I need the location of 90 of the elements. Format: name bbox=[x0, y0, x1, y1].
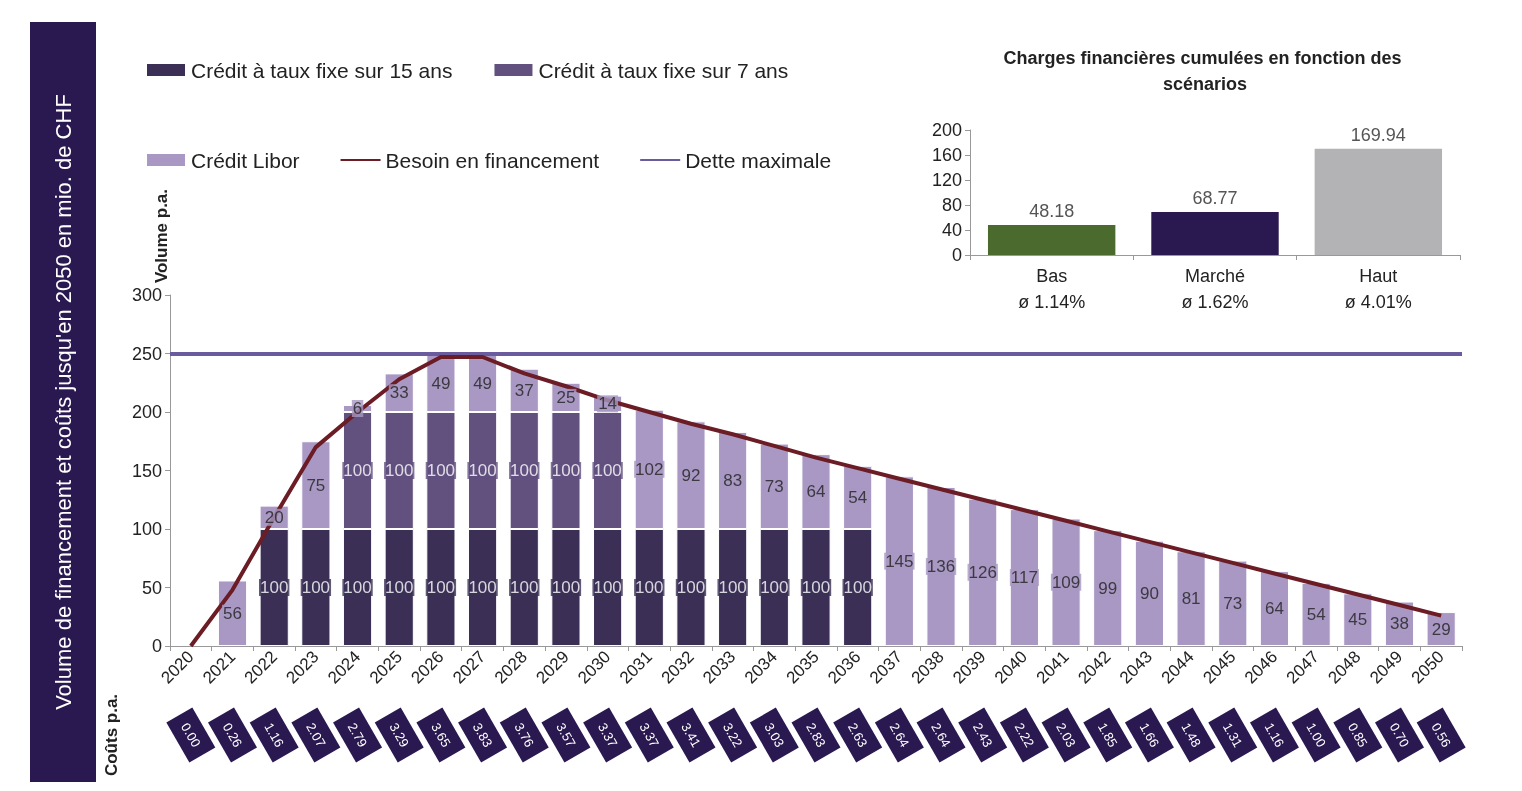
legend-label: Crédit à taux fixe sur 7 ans bbox=[538, 58, 789, 82]
data-label: 100 bbox=[426, 578, 456, 597]
data-label: 100 bbox=[426, 461, 456, 480]
text: Coûts p.a. bbox=[102, 693, 121, 777]
legend-label: Crédit Libor bbox=[191, 148, 300, 172]
data-label: 73 bbox=[764, 476, 784, 496]
chart-title: Charges financières cumulées en fonction des scénarios bbox=[1003, 48, 1407, 94]
data-label: 100 bbox=[718, 578, 747, 597]
data-label: 100 bbox=[468, 461, 497, 480]
data-label: 136 bbox=[926, 556, 956, 576]
data-label: 54 bbox=[848, 487, 868, 507]
data-label: 100 bbox=[510, 578, 539, 597]
data-label: 14 bbox=[598, 394, 618, 414]
bar bbox=[926, 486, 956, 646]
data-label: 117 bbox=[1010, 568, 1038, 588]
legend-label: Besoin en financement bbox=[385, 148, 600, 172]
data-label: 169.94 bbox=[1350, 124, 1406, 145]
y-tick-label: 100 bbox=[131, 519, 162, 539]
y-tick-label: 250 bbox=[131, 343, 162, 364]
data-label: 25 bbox=[556, 387, 576, 407]
data-label: 126 bbox=[968, 562, 997, 582]
data-label: 90 bbox=[1139, 583, 1159, 603]
data-label: 2.07 bbox=[303, 720, 329, 750]
data-label: 92 bbox=[681, 465, 701, 485]
data-label: 102 bbox=[635, 459, 664, 479]
data-label: 48.18 bbox=[1029, 200, 1075, 221]
data-label: 100 bbox=[551, 461, 581, 480]
data-label: 73 bbox=[1223, 593, 1243, 613]
y-tick-label: 40 bbox=[941, 220, 962, 240]
bar bbox=[1314, 148, 1443, 255]
data-label: 49 bbox=[473, 373, 493, 393]
data-label: 37 bbox=[514, 380, 534, 400]
data-label: 38 bbox=[1390, 614, 1409, 634]
data-label: 145 bbox=[885, 551, 914, 571]
data-label: 100 bbox=[510, 461, 539, 480]
data-label: 100 bbox=[468, 578, 497, 597]
data-label: 3.37 bbox=[636, 720, 663, 750]
y-tick-label: 80 bbox=[941, 195, 962, 215]
y-tick-label: 200 bbox=[131, 402, 162, 422]
bar bbox=[1093, 530, 1123, 646]
text: Volume de financement et coûts jusqu'en 2050 en mio. de CHF bbox=[50, 94, 76, 710]
x-tick-label: Marché ø 1.62% bbox=[1181, 266, 1249, 312]
y-tick-label: 150 bbox=[131, 460, 162, 481]
data-label: 99 bbox=[1098, 578, 1118, 598]
data-label: 100 bbox=[760, 578, 789, 597]
data-label: 100 bbox=[260, 578, 289, 597]
data-label: 83 bbox=[723, 470, 743, 490]
bar bbox=[1176, 551, 1206, 646]
data-label: 81 bbox=[1181, 589, 1201, 609]
data-label: 45 bbox=[1348, 610, 1368, 630]
y-tick-label: 0 bbox=[951, 245, 962, 265]
data-label: 100 bbox=[843, 578, 872, 597]
y-tick-label: 160 bbox=[931, 145, 962, 165]
data-label: 100 bbox=[551, 578, 581, 597]
data-label: 3.57 bbox=[553, 720, 579, 750]
data-label: 100 bbox=[385, 578, 414, 597]
data-label: 3.37 bbox=[594, 720, 621, 750]
data-label: 100 bbox=[301, 578, 331, 597]
data-label: 100 bbox=[676, 578, 706, 597]
y-tick-label: 0 bbox=[151, 636, 162, 656]
data-label: 20 bbox=[264, 507, 284, 527]
data-label: 56 bbox=[223, 603, 242, 623]
data-label: 49 bbox=[431, 373, 451, 393]
data-label: 100 bbox=[343, 461, 372, 480]
y-tick-label: 300 bbox=[131, 285, 162, 305]
data-label: 64 bbox=[806, 482, 826, 502]
y-tick-label: 50 bbox=[141, 577, 162, 598]
x-tick-label: Bas ø 1.14% bbox=[1018, 266, 1086, 312]
data-label: 33 bbox=[389, 383, 409, 403]
data-label: 109 bbox=[1051, 572, 1081, 592]
data-label: 68.77 bbox=[1192, 188, 1238, 209]
data-label: 100 bbox=[343, 578, 372, 597]
data-label: 64 bbox=[1264, 599, 1284, 619]
data-label: 100 bbox=[635, 578, 664, 597]
data-label: 100 bbox=[801, 578, 831, 597]
data-label: 100 bbox=[593, 578, 622, 597]
x-tick-label: Haut ø 4.01% bbox=[1344, 266, 1412, 312]
y-tick-label: 120 bbox=[931, 170, 962, 190]
legend-label: Dette maximale bbox=[685, 148, 832, 172]
bar bbox=[1151, 212, 1279, 255]
data-label: 75 bbox=[306, 475, 326, 495]
y-axis-title: Volume p.a. bbox=[152, 188, 171, 284]
y-tick-label: 200 bbox=[931, 120, 962, 140]
data-label: 100 bbox=[385, 461, 414, 480]
data-label: 6 bbox=[352, 398, 363, 418]
data-label: 100 bbox=[593, 461, 622, 480]
data-label: 54 bbox=[1306, 604, 1326, 624]
data-label: 29 bbox=[1431, 619, 1451, 639]
legend-label: Crédit à taux fixe sur 15 ans bbox=[191, 58, 453, 82]
bar bbox=[987, 224, 1116, 255]
